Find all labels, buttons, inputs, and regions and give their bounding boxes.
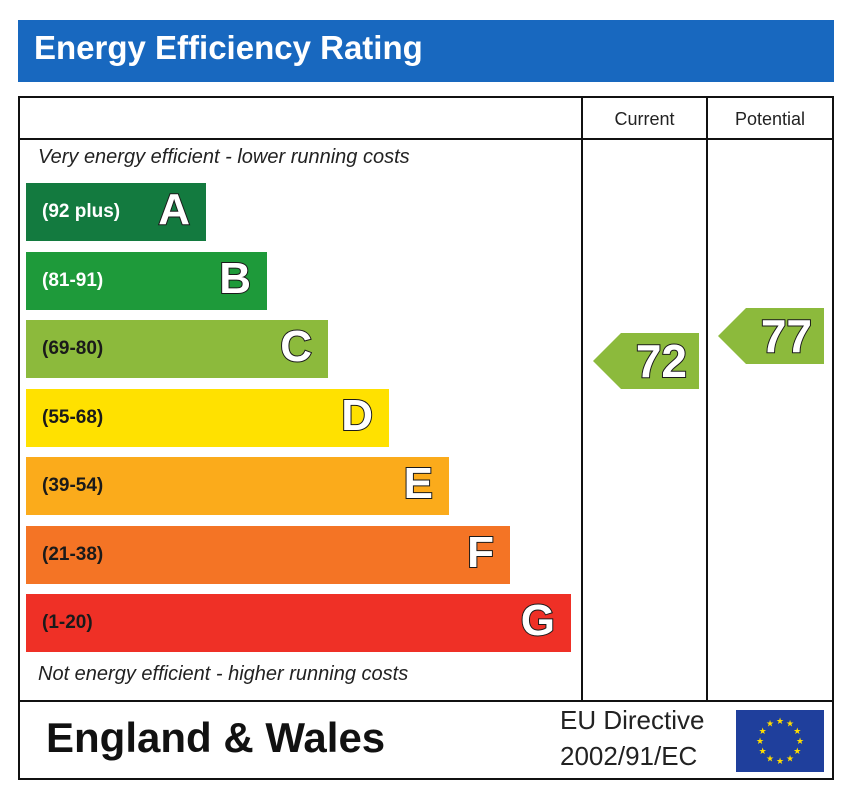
rating-frame xyxy=(18,96,834,780)
chart-title: Energy Efficiency Rating xyxy=(34,29,423,66)
band-range-label: (69-80) xyxy=(42,338,104,359)
bottom-note: Not energy efficient - higher running co… xyxy=(38,663,409,685)
eu-star-icon: ★ xyxy=(796,737,804,747)
band-g: (1-20) G xyxy=(26,594,571,652)
footer-divider xyxy=(18,700,834,702)
band-range-label: (1-20) xyxy=(42,612,93,633)
band-range-label: (55-68) xyxy=(42,407,104,428)
title-bar: Energy Efficiency Rating xyxy=(18,20,834,82)
band-b: (81-91) B xyxy=(26,252,267,310)
eu-star-icon: ★ xyxy=(759,727,767,737)
header-divider xyxy=(18,138,834,140)
current-arrow-shape xyxy=(593,333,699,389)
potential-column-header: Potential xyxy=(734,109,806,129)
band-letter: D xyxy=(340,390,374,441)
band-d: (55-68) D xyxy=(26,389,389,447)
eu-star-icon: ★ xyxy=(793,747,801,757)
band-a: (92 plus) A xyxy=(26,183,206,241)
eu-star-icon: ★ xyxy=(786,754,794,764)
band-f: (21-38) F xyxy=(26,526,510,584)
region-label: England & Wales xyxy=(46,714,386,761)
eu-star-icon: ★ xyxy=(776,717,784,727)
current-column-header: Current xyxy=(614,109,675,129)
eu-star-icon: ★ xyxy=(776,757,784,767)
potential-rating-arrow: 77 xyxy=(718,308,824,364)
band-range-label: (39-54) xyxy=(42,475,104,496)
current-rating-value: 72 xyxy=(635,334,688,388)
band-letter: B xyxy=(218,253,252,304)
potential-arrow-shape xyxy=(718,308,824,364)
eu-directive-label: EU Directive xyxy=(560,705,705,735)
potential-rating-value: 77 xyxy=(760,309,813,363)
current-column-divider xyxy=(581,96,583,702)
eu-star-icon: ★ xyxy=(766,720,774,730)
band-letter: F xyxy=(466,527,495,578)
band-range-label: (21-38) xyxy=(42,544,104,565)
current-rating-arrow: 72 xyxy=(593,333,699,389)
top-note: Very energy efficient - lower running co… xyxy=(38,146,410,168)
band-letter: A xyxy=(157,184,191,235)
eu-star-icon: ★ xyxy=(759,747,767,757)
eu-star-icon: ★ xyxy=(766,754,774,764)
band-e: (39-54) E xyxy=(26,457,449,515)
band-letter: E xyxy=(403,458,434,509)
potential-column-divider xyxy=(706,96,708,702)
eu-flag-icon: ★ ★★★★★★★★★★★ xyxy=(736,710,824,772)
eu-star-icon: ★ xyxy=(756,737,764,747)
band-c: (69-80) C xyxy=(26,320,328,378)
band-letter: G xyxy=(520,595,556,646)
band-letter: C xyxy=(279,321,313,372)
eu-directive-number: 2002/91/EC xyxy=(560,741,698,771)
eu-star-icon: ★ xyxy=(786,720,794,730)
band-range-label: (92 plus) xyxy=(42,201,121,222)
eu-star-icon: ★ xyxy=(793,727,801,737)
band-range-label: (81-91) xyxy=(42,270,104,291)
